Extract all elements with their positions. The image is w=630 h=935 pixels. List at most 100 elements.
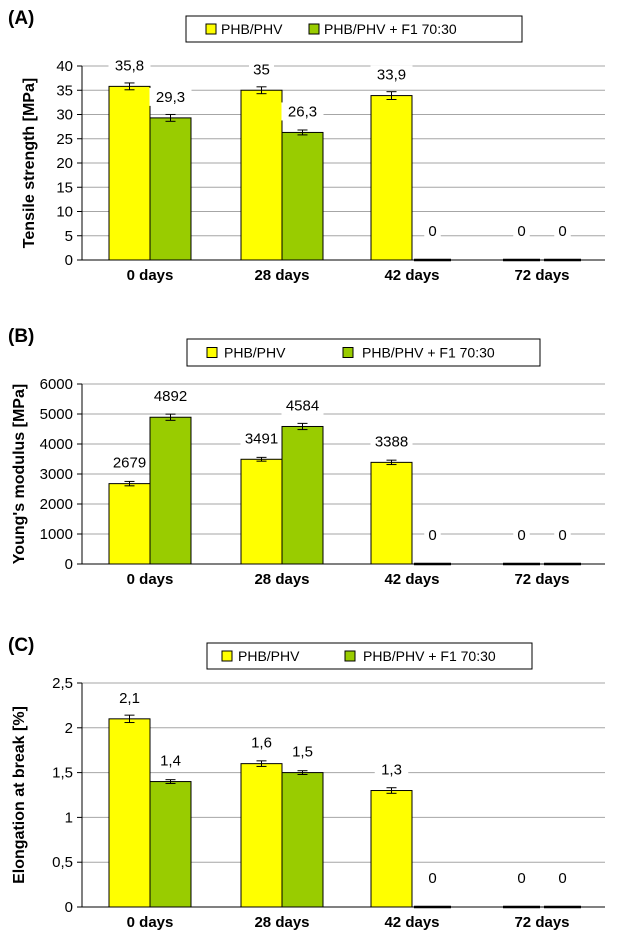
bar <box>281 772 324 908</box>
y-tick-label: 0,5 <box>52 854 73 871</box>
data-label-background <box>281 396 324 415</box>
panel-label: (B) <box>8 326 34 347</box>
data-label-background <box>513 526 530 544</box>
data-label: 0 <box>428 223 436 240</box>
legend-swatch <box>206 347 218 358</box>
data-label-background <box>240 429 283 448</box>
data-label-background <box>370 65 413 84</box>
data-label-background <box>424 222 441 240</box>
y-axis-label: Young's modulus [MPa] <box>11 384 28 564</box>
bar <box>108 85 151 261</box>
data-label: 1,6 <box>251 735 272 752</box>
category-label: 0 days <box>127 914 174 931</box>
y-tick-label: 10 <box>56 204 73 221</box>
category-label: 72 days <box>514 914 569 931</box>
legend-swatch <box>205 23 217 35</box>
data-label-background <box>244 733 279 752</box>
legend-swatch <box>221 650 233 662</box>
y-tick-label: 1,5 <box>52 765 73 782</box>
data-label: 35 <box>253 61 270 78</box>
data-label-background <box>281 102 324 121</box>
data-label: 2,1 <box>119 690 140 707</box>
legend-label: PHB/PHV <box>238 648 300 664</box>
y-tick-label: 15 <box>56 179 73 196</box>
data-label-background <box>249 60 274 79</box>
data-label: 35,8 <box>115 57 144 74</box>
data-label-background <box>149 387 192 406</box>
legend-label: PHB/PHV <box>224 345 286 361</box>
bar <box>370 790 413 908</box>
data-label: 0 <box>517 870 525 887</box>
chart-panel-1: (B) 0 1000 2000 3000 4000 5000 6000 Young's modu… <box>8 326 605 588</box>
data-label-background <box>513 869 530 887</box>
data-label-background <box>112 688 147 707</box>
bar <box>108 718 151 908</box>
bar <box>240 458 283 565</box>
data-label-background <box>370 432 413 451</box>
data-label: 2679 <box>113 455 146 472</box>
data-label-background <box>285 742 320 761</box>
y-tick-label: 25 <box>56 131 73 148</box>
category-label: 42 days <box>384 571 439 588</box>
data-label-background <box>554 869 571 887</box>
category-label: 72 days <box>514 571 569 588</box>
data-label: 1,5 <box>292 744 313 761</box>
bar <box>108 483 151 565</box>
bar <box>370 461 413 565</box>
y-tick-label: 30 <box>56 107 73 124</box>
y-tick-label: 3000 <box>40 466 73 483</box>
y-tick-label: 2000 <box>40 496 73 513</box>
data-label-background <box>554 222 571 240</box>
data-label: 0 <box>517 223 525 240</box>
category-label: 28 days <box>254 914 309 931</box>
legend-swatch <box>308 23 320 35</box>
bar <box>149 781 192 908</box>
panel-label: (C) <box>8 635 34 656</box>
data-label-background <box>108 56 151 75</box>
data-label: 0 <box>558 870 566 887</box>
data-label: 4892 <box>154 388 187 405</box>
y-tick-label: 0 <box>65 252 73 269</box>
legend-label: PHB/PHV + F1 70:30 <box>324 21 457 37</box>
data-label-background <box>424 526 441 544</box>
bar <box>281 425 324 565</box>
data-label-background <box>554 526 571 544</box>
legend-box <box>206 642 533 670</box>
data-label: 26,3 <box>288 103 317 120</box>
y-tick-label: 0 <box>65 899 73 916</box>
legend: PHB/PHV PHB/PHV + F1 70:30 <box>185 15 523 43</box>
legend-label: PHB/PHV + F1 70:30 <box>362 345 495 361</box>
category-label: 28 days <box>254 571 309 588</box>
data-label: 29,3 <box>156 89 185 106</box>
data-label: 0 <box>428 527 436 544</box>
y-tick-label: 1000 <box>40 526 73 543</box>
bar <box>149 416 192 565</box>
data-label: 0 <box>558 527 566 544</box>
legend: PHB/PHV PHB/PHV + F1 70:30 <box>206 642 533 670</box>
data-label-background <box>374 760 409 779</box>
data-label: 1,3 <box>381 762 402 779</box>
y-tick-label: 4000 <box>40 436 73 453</box>
legend-swatch <box>342 347 354 358</box>
data-label: 0 <box>428 870 436 887</box>
y-tick-label: 20 <box>56 155 73 172</box>
legend-label: PHB/PHV + F1 70:30 <box>363 648 496 664</box>
y-tick-label: 0 <box>65 556 73 573</box>
category-label: 28 days <box>254 267 309 284</box>
data-label: 0 <box>517 527 525 544</box>
bar <box>240 89 283 261</box>
category-label: 0 days <box>127 571 174 588</box>
data-label-background <box>153 751 188 770</box>
data-label: 3388 <box>375 433 408 450</box>
data-label: 0 <box>558 223 566 240</box>
data-label-background <box>424 869 441 887</box>
y-axis-label: Tensile strength [MPa] <box>21 78 38 248</box>
y-tick-label: 2 <box>65 720 73 737</box>
chart-panel-0: (A) 0 5 10 15 20 25 30 35 40 Tensile strength [MPa… <box>8 8 605 284</box>
y-tick-label: 6000 <box>40 376 73 393</box>
data-label-background <box>108 453 151 472</box>
category-label: 42 days <box>384 267 439 284</box>
bar <box>370 95 413 261</box>
